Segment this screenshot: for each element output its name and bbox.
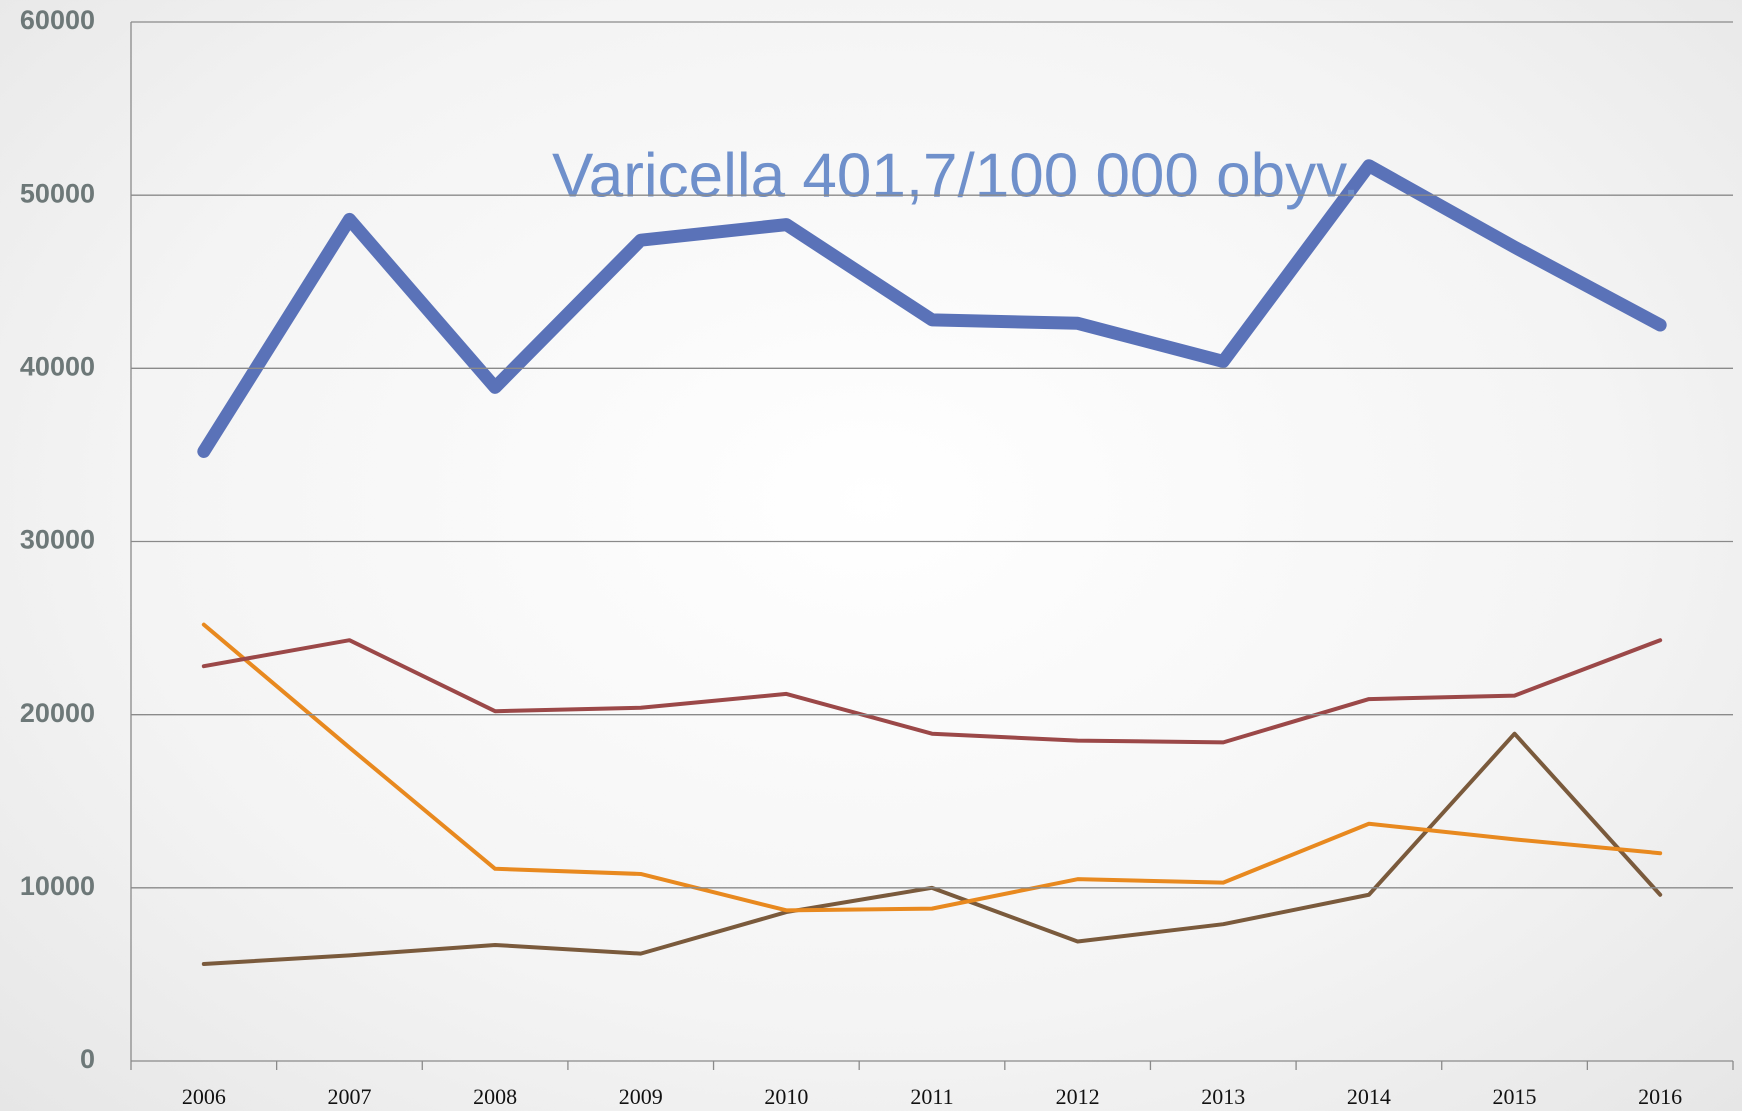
x-tick-label: 2013 (1201, 1084, 1245, 1109)
y-tick-label: 50000 (20, 178, 95, 208)
y-tick-label: 20000 (20, 698, 95, 728)
x-tick-label: 2015 (1493, 1084, 1537, 1109)
series-line (197, 159, 1667, 458)
x-tick-label: 2008 (473, 1084, 517, 1109)
x-tick-label: 2016 (1638, 1084, 1682, 1109)
x-tick-label: 2010 (764, 1084, 808, 1109)
y-tick-label: 40000 (20, 351, 95, 381)
y-tick-label: 60000 (20, 5, 95, 35)
series-line (201, 638, 1663, 745)
x-tick-label: 2007 (327, 1084, 371, 1109)
x-tick-label: 2011 (910, 1084, 953, 1109)
x-tick-label: 2006 (182, 1084, 226, 1109)
x-tick-label: 2012 (1056, 1084, 1100, 1109)
x-tick-label: 2009 (619, 1084, 663, 1109)
series-line (201, 622, 1663, 913)
annotation: Varicella 401,7/100 000 obyv. (552, 141, 1360, 210)
y-tick-label: 0 (80, 1044, 95, 1074)
y-tick-label: 10000 (20, 871, 95, 901)
y-tick-label: 30000 (20, 525, 95, 555)
series-line (201, 731, 1663, 967)
x-tick-label: 2014 (1347, 1084, 1391, 1109)
